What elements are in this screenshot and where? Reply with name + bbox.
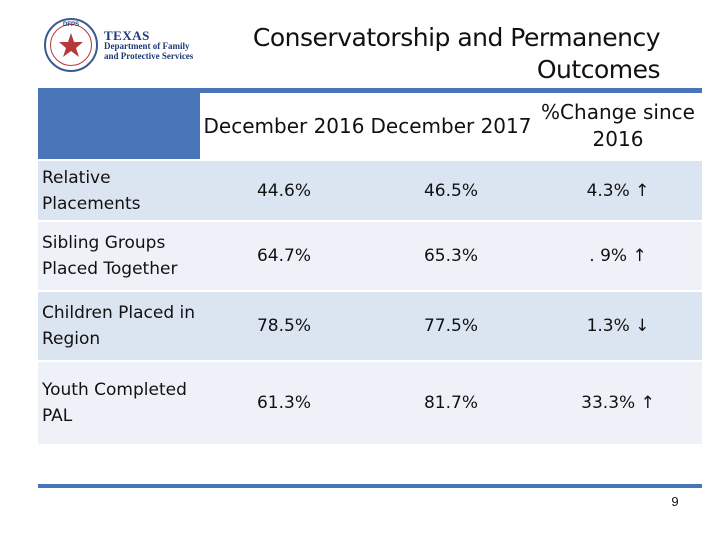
header-corner xyxy=(38,93,200,159)
top-divider xyxy=(38,88,702,93)
value-dec-2017: 77.5% xyxy=(368,290,534,360)
value-change: 4.3% ↑ xyxy=(534,159,702,220)
table-row: Children Placed in Region 78.5% 77.5% 1.… xyxy=(38,290,702,360)
value-dec-2017: 65.3% xyxy=(368,220,534,290)
row-label: Relative Placements xyxy=(38,159,200,220)
agency-line-3: and Protective Services xyxy=(104,50,194,61)
value-dec-2016: 44.6% xyxy=(200,159,368,220)
slide-title: Conservatorship and Permanency Outcomes xyxy=(252,23,661,84)
seal-text: DFPS xyxy=(62,22,79,28)
table-row: Relative Placements 44.6% 46.5% 4.3% ↑ xyxy=(38,159,702,220)
row-label: Sibling Groups Placed Together xyxy=(38,220,200,290)
page-number: 9 xyxy=(671,494,679,509)
bottom-divider xyxy=(38,484,702,488)
value-change: 33.3% ↑ xyxy=(534,360,702,444)
star-icon xyxy=(59,33,83,57)
value-change: 1.3% ↓ xyxy=(534,290,702,360)
header-row: December 2016 December 2017 %Change sinc… xyxy=(38,93,702,159)
dfps-logo: DFPS TEXAS Department of Family and Prot… xyxy=(44,14,204,76)
value-dec-2017: 46.5% xyxy=(368,159,534,220)
row-label: Youth Completed PAL xyxy=(38,360,200,444)
outcomes-table: December 2016 December 2017 %Change sinc… xyxy=(38,93,702,444)
value-dec-2016: 61.3% xyxy=(200,360,368,444)
agency-line-1: TEXAS xyxy=(104,27,150,43)
value-dec-2017: 81.7% xyxy=(368,360,534,444)
value-dec-2016: 64.7% xyxy=(200,220,368,290)
header-dec-2017: December 2017 xyxy=(368,93,534,159)
agency-line-2: Department of Family xyxy=(104,41,190,52)
texas-seal-icon: DFPS xyxy=(44,18,98,72)
row-label: Children Placed in Region xyxy=(38,290,200,360)
header-dec-2016: December 2016 xyxy=(200,93,368,159)
header-change: %Change since 2016 xyxy=(534,93,702,159)
agency-name: TEXAS Department of Family and Protectiv… xyxy=(104,29,193,62)
table-row: Sibling Groups Placed Together 64.7% 65.… xyxy=(38,220,702,290)
value-change: . 9% ↑ xyxy=(534,220,702,290)
value-dec-2016: 78.5% xyxy=(200,290,368,360)
table-row: Youth Completed PAL 61.3% 81.7% 33.3% ↑ xyxy=(38,360,702,444)
